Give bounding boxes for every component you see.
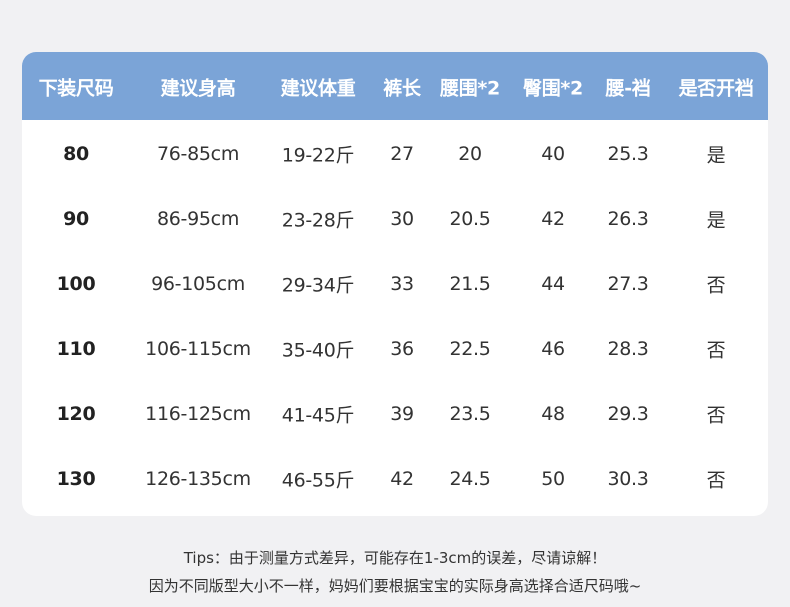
table-cell: 29.3 bbox=[607, 403, 649, 425]
header-cell: 下装尺码 bbox=[38, 77, 114, 100]
tip-line: Tips：由于测量方式差异，可能存在1-3cm的误差，尽请谅解！ bbox=[183, 549, 607, 567]
table-cell: 否 bbox=[706, 339, 726, 362]
table-cell: 46 bbox=[541, 338, 565, 360]
table-cell: 24.5 bbox=[449, 468, 491, 490]
table-cell: 22.5 bbox=[449, 338, 491, 360]
table-cell: 120 bbox=[56, 403, 96, 425]
header-cell: 腰围*2 bbox=[440, 77, 500, 100]
header-cell: 腰-裆 bbox=[605, 77, 651, 100]
table-cell: 30.3 bbox=[607, 468, 649, 490]
table-cell: 23-28斤 bbox=[281, 209, 355, 232]
table-cell: 80 bbox=[63, 143, 89, 165]
table-cell: 39 bbox=[390, 403, 414, 425]
header-cell: 建议体重 bbox=[280, 77, 356, 100]
table-cell: 130 bbox=[56, 468, 96, 490]
table-cell: 28.3 bbox=[607, 338, 649, 360]
tip-line: 因为不同版型大小不一样，妈妈们要根据宝宝的实际身高选择合适尺码哦~ bbox=[148, 577, 642, 595]
size-table: 下装尺码 建议身高 建议体重 裤长 腰围*2 臀围*2 腰-裆 是否开裆 80 76-85cm 19… bbox=[22, 52, 768, 516]
table-cell: 126-135cm bbox=[145, 468, 251, 490]
table-cell: 27 bbox=[390, 143, 414, 165]
table-cell: 26.3 bbox=[607, 208, 649, 230]
table-cell: 29-34斤 bbox=[281, 274, 355, 297]
table-cell: 25.3 bbox=[607, 143, 649, 165]
table-cell: 否 bbox=[706, 469, 726, 492]
table-cell: 30 bbox=[390, 208, 414, 230]
table-cell: 否 bbox=[706, 274, 726, 297]
table-cell: 是 bbox=[706, 209, 726, 232]
table-cell: 42 bbox=[541, 208, 565, 230]
header-cell: 建议身高 bbox=[160, 77, 236, 100]
table-cell: 20 bbox=[458, 143, 482, 165]
table-cell: 35-40斤 bbox=[281, 339, 355, 362]
table-cell: 86-95cm bbox=[156, 208, 240, 230]
table-cell: 76-85cm bbox=[156, 143, 240, 165]
table-header bbox=[22, 52, 768, 120]
table-cell: 42 bbox=[390, 468, 414, 490]
table-cell: 96-105cm bbox=[151, 273, 245, 295]
header-cell: 裤长 bbox=[383, 77, 421, 100]
table-cell: 40 bbox=[541, 143, 565, 165]
table-cell: 36 bbox=[390, 338, 414, 360]
table-cell: 100 bbox=[56, 273, 96, 295]
table-cell: 33 bbox=[390, 273, 414, 295]
header-cell: 臀围*2 bbox=[523, 77, 583, 100]
table-cell: 是 bbox=[706, 144, 726, 167]
table-cell: 41-45斤 bbox=[281, 404, 355, 427]
table-cell: 48 bbox=[541, 403, 565, 425]
table-cell: 23.5 bbox=[449, 403, 491, 425]
table-cell: 20.5 bbox=[449, 208, 491, 230]
table-cell: 否 bbox=[706, 404, 726, 427]
table-cell: 21.5 bbox=[449, 273, 491, 295]
table-cell: 46-55斤 bbox=[281, 469, 355, 492]
table-cell: 44 bbox=[541, 273, 565, 295]
table-cell: 90 bbox=[63, 208, 89, 230]
table-cell: 19-22斤 bbox=[281, 144, 355, 167]
table-cell: 106-115cm bbox=[145, 338, 251, 360]
table-cell: 116-125cm bbox=[145, 403, 251, 425]
table-cell: 110 bbox=[56, 338, 96, 360]
table-cell: 27.3 bbox=[607, 273, 649, 295]
header-cell: 是否开裆 bbox=[678, 77, 754, 100]
table-cell: 50 bbox=[541, 468, 565, 490]
